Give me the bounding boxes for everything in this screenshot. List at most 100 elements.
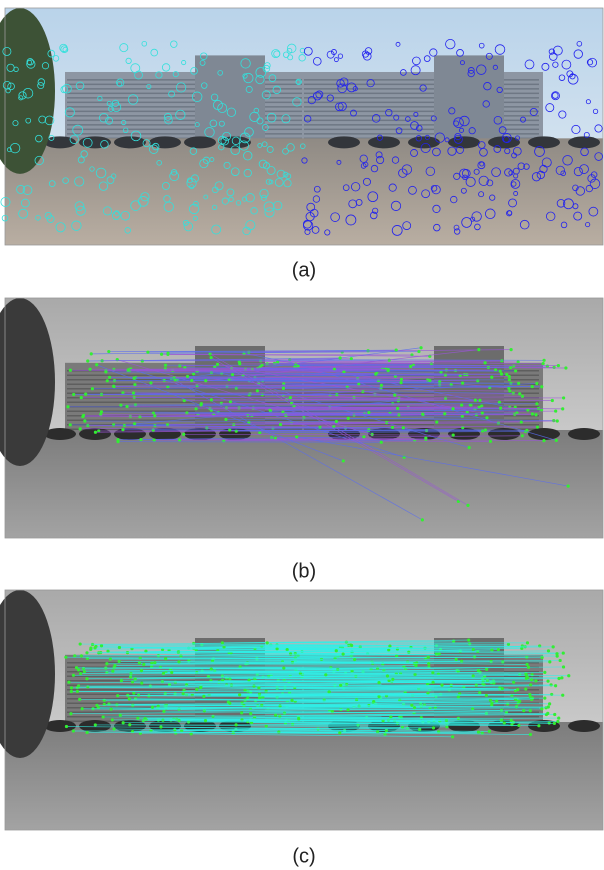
match-point: [485, 416, 488, 419]
match-point: [528, 693, 531, 696]
match-point: [210, 356, 213, 359]
match-point: [153, 414, 156, 417]
match-point: [70, 690, 73, 693]
match-point: [286, 648, 289, 651]
match-point: [335, 420, 338, 423]
match-point: [557, 364, 560, 367]
match-point: [567, 674, 570, 677]
match-point: [258, 696, 261, 699]
match-point: [129, 672, 132, 675]
match-point: [289, 652, 292, 655]
page: {"figure": {"panels": [{"caption": "(a)"…: [0, 0, 604, 870]
match-point: [410, 704, 413, 707]
match-point: [91, 643, 94, 646]
match-point: [371, 433, 374, 436]
match-point: [527, 666, 530, 669]
match-point: [554, 684, 557, 687]
car: [368, 136, 400, 148]
match-point: [452, 434, 455, 437]
window-row: [67, 79, 302, 81]
match-point: [516, 688, 519, 691]
match-point: [238, 693, 241, 696]
match-point: [467, 638, 470, 641]
match-point: [556, 419, 559, 422]
match-point: [111, 718, 114, 721]
match-point: [495, 700, 498, 703]
match-point: [547, 649, 550, 652]
match-point: [342, 652, 345, 655]
match-point: [548, 702, 551, 705]
match-point: [541, 656, 544, 659]
match-point: [210, 667, 213, 670]
match-point: [339, 356, 342, 359]
match-point: [400, 378, 403, 381]
match-point: [461, 415, 464, 418]
match-point: [552, 419, 555, 422]
window-row: [67, 88, 302, 90]
match-point: [557, 716, 560, 719]
match-point: [512, 365, 515, 368]
match-point: [72, 729, 75, 732]
match-point: [297, 717, 300, 720]
match-point: [525, 663, 528, 666]
match-point: [551, 399, 554, 402]
match-point: [556, 720, 559, 723]
match-point: [119, 714, 122, 717]
match-point: [129, 675, 132, 678]
match-point: [210, 398, 213, 401]
match-point: [78, 698, 81, 701]
match-point: [497, 648, 500, 651]
match-point: [508, 378, 511, 381]
match-point: [159, 725, 162, 728]
match-point: [421, 412, 424, 415]
match-point: [481, 411, 484, 414]
match-point: [473, 655, 476, 658]
window-row: [67, 133, 302, 135]
match-point: [387, 369, 390, 372]
match-point: [391, 426, 394, 429]
match-point: [413, 706, 416, 709]
match-point: [484, 428, 487, 431]
match-point: [282, 666, 285, 669]
match-point: [499, 370, 502, 373]
match-point: [522, 709, 525, 712]
match-point: [399, 381, 402, 384]
car: [528, 428, 560, 440]
match-point: [160, 353, 163, 356]
match-point: [548, 660, 551, 663]
match-point: [542, 362, 545, 365]
match-point: [83, 419, 86, 422]
car: [184, 136, 216, 148]
match-point: [521, 395, 524, 398]
match-point: [116, 440, 119, 443]
match-point: [389, 715, 392, 718]
match-point: [562, 665, 565, 668]
match-point: [386, 674, 389, 677]
match-point: [556, 654, 559, 657]
match-point: [139, 732, 142, 735]
match-point: [430, 362, 433, 365]
match-point: [501, 687, 504, 690]
match-point: [510, 719, 513, 722]
match-point: [444, 397, 447, 400]
match-point: [118, 646, 121, 649]
match-point: [108, 376, 111, 379]
match-point: [554, 409, 557, 412]
match-point: [478, 399, 481, 402]
match-point: [258, 693, 261, 696]
car: [79, 428, 111, 440]
match-point: [514, 698, 517, 701]
match-point: [517, 382, 520, 385]
match-point: [424, 437, 427, 440]
match-point: [564, 366, 567, 369]
match-point: [517, 360, 520, 363]
match-point: [220, 402, 223, 405]
match-point: [517, 701, 520, 704]
match-point: [75, 666, 78, 669]
match-point: [202, 695, 205, 698]
match-point: [125, 405, 128, 408]
match-point: [200, 402, 203, 405]
match-point: [391, 678, 394, 681]
match-point: [72, 674, 75, 677]
match-point: [79, 642, 82, 645]
